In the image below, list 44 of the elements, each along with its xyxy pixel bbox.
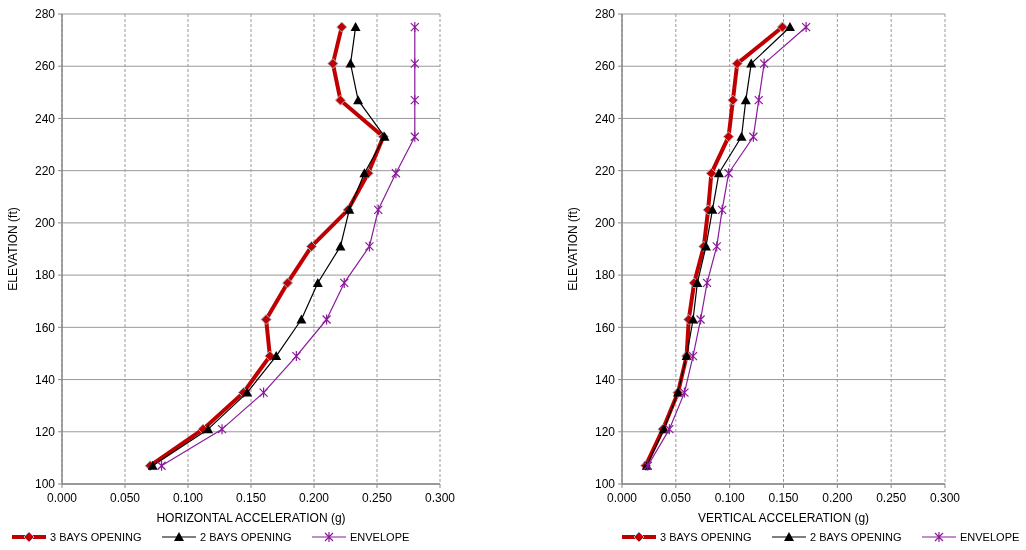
y-tick-label: 200: [34, 216, 56, 231]
x-tick-label: 0.000: [606, 491, 638, 505]
x-tick-label: 0.150: [768, 491, 799, 505]
x-tick-label: 0.300: [929, 491, 961, 505]
legend-label: ENVELOPE: [960, 531, 1020, 543]
y-tick-label: 160: [34, 320, 56, 335]
legend-label: 3 BAYS OPENING: [660, 531, 752, 543]
legend-label: ENVELOPE: [350, 531, 410, 543]
y-tick-label: 100: [594, 477, 616, 492]
y-tick-label: 220: [594, 163, 616, 178]
y-tick-label: 200: [594, 216, 616, 231]
y-tick-label: 260: [594, 59, 616, 74]
y-tick-label: 240: [594, 111, 616, 126]
x-tick-label: 0.050: [660, 491, 692, 505]
y-tick-label: 280: [34, 7, 56, 22]
x-tick-label: 0.200: [298, 491, 330, 505]
y-tick-label: 140: [594, 372, 616, 387]
x-axis-title: HORIZONTAL ACCELERATION (g): [156, 511, 346, 525]
y-tick-label: 240: [34, 111, 56, 126]
x-tick-label: 0.250: [361, 491, 393, 505]
y-tick-label: 100: [34, 477, 56, 492]
y-tick-label: 160: [594, 320, 616, 335]
x-tick-label: 0.250: [876, 491, 907, 505]
y-tick-label: 120: [594, 424, 616, 439]
y-tick-label: 140: [34, 372, 56, 387]
x-tick-label: 0.100: [714, 491, 746, 505]
x-axis-title: VERTICAL ACCELERATION (g): [697, 511, 870, 525]
y-tick-label: 220: [34, 163, 56, 178]
y-tick-label: 180: [594, 268, 616, 283]
y-axis-title: ELEVATION (ft): [566, 207, 580, 291]
legend-label: 2 BAYS OPENING: [810, 531, 902, 543]
x-tick-label: 0.150: [235, 491, 267, 505]
legend-label: 2 BAYS OPENING: [200, 531, 292, 543]
x-tick-label: 0.300: [424, 491, 456, 505]
y-tick-label: 260: [34, 59, 56, 74]
x-tick-label: 0.000: [46, 491, 78, 505]
x-tick-label: 0.200: [822, 491, 853, 505]
x-tick-label: 0.050: [109, 491, 141, 505]
legend-label: 3 BAYS OPENING: [50, 531, 142, 543]
y-axis-title: ELEVATION (ft): [6, 207, 20, 291]
y-tick-label: 120: [34, 424, 56, 439]
x-tick-label: 0.100: [172, 491, 204, 505]
y-tick-label: 280: [594, 7, 616, 22]
y-tick-label: 180: [34, 268, 56, 283]
